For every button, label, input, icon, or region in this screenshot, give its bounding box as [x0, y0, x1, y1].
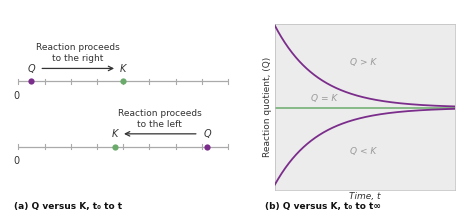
- Text: (b) Q versus K, t₀ to t∞: (b) Q versus K, t₀ to t∞: [265, 202, 381, 211]
- Text: (a) Q versus K, t₀ to t: (a) Q versus K, t₀ to t: [14, 202, 122, 211]
- Text: Q: Q: [27, 64, 35, 74]
- Text: Q: Q: [203, 129, 211, 139]
- X-axis label: Time, t: Time, t: [349, 192, 381, 201]
- Text: Reaction proceeds
to the left: Reaction proceeds to the left: [118, 109, 202, 129]
- Text: 0: 0: [13, 156, 19, 166]
- Text: Q > K: Q > K: [350, 58, 376, 67]
- Text: 0: 0: [13, 91, 19, 101]
- Text: K: K: [112, 129, 118, 139]
- Text: Reaction proceeds
to the right: Reaction proceeds to the right: [36, 43, 120, 63]
- Text: Q < K: Q < K: [350, 147, 376, 156]
- Text: K: K: [120, 64, 127, 74]
- Y-axis label: Reaction quotient, (Q): Reaction quotient, (Q): [263, 57, 272, 157]
- Text: Q = K: Q = K: [311, 94, 337, 103]
